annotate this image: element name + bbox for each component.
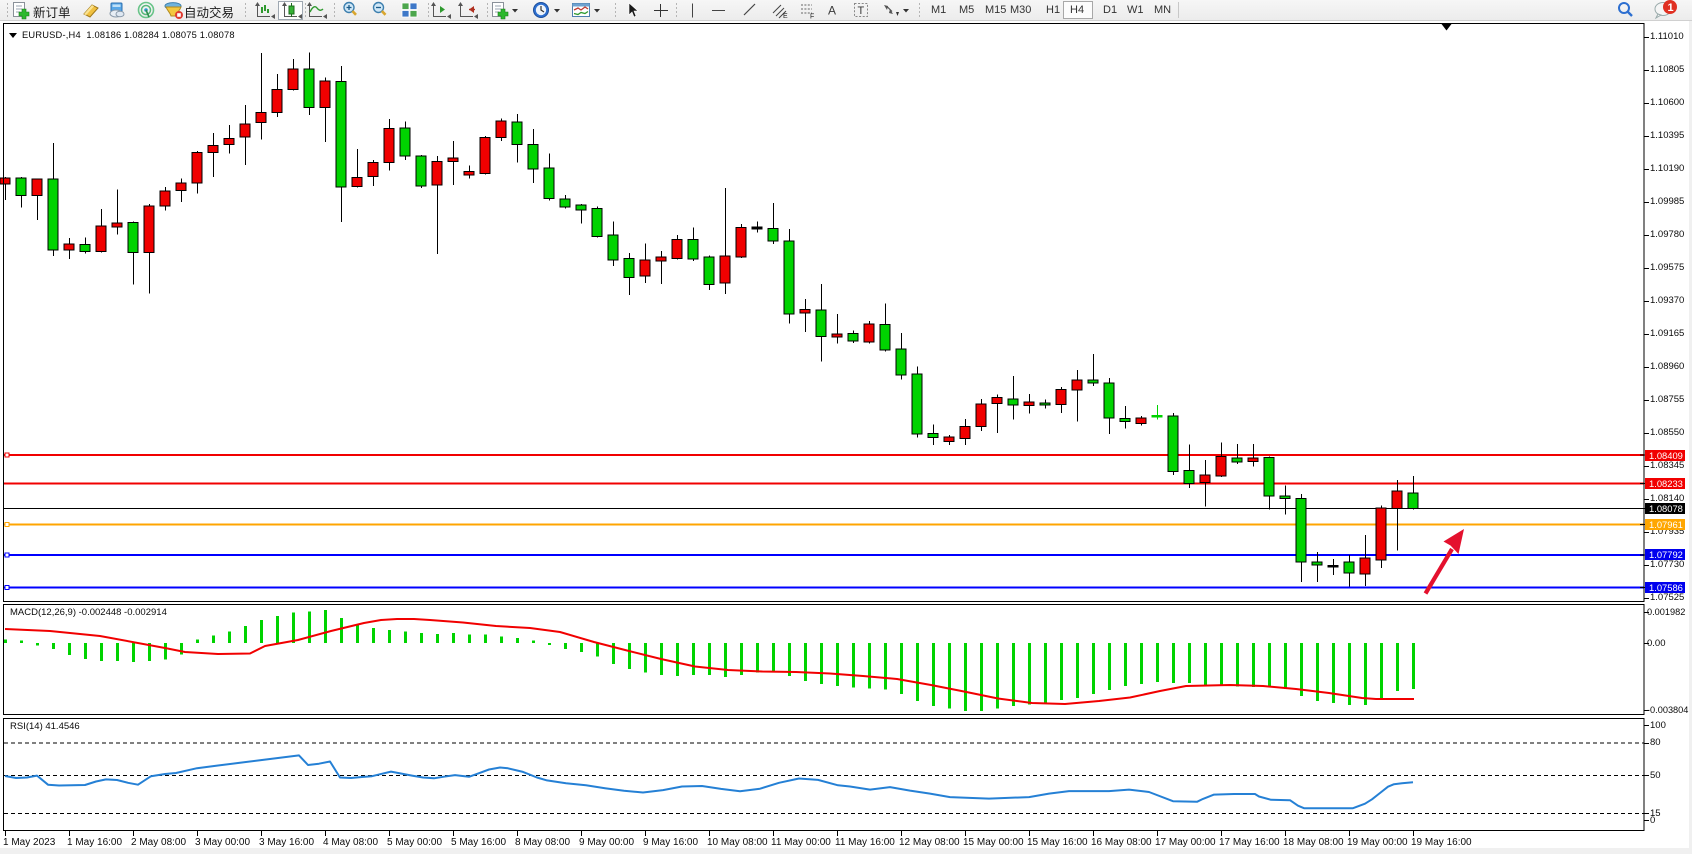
svg-text:1: 1 xyxy=(1668,2,1674,14)
svg-text:E: E xyxy=(783,13,788,20)
svg-text:T: T xyxy=(858,5,865,17)
svg-text:A: A xyxy=(828,4,836,18)
svg-text:F: F xyxy=(810,14,814,21)
